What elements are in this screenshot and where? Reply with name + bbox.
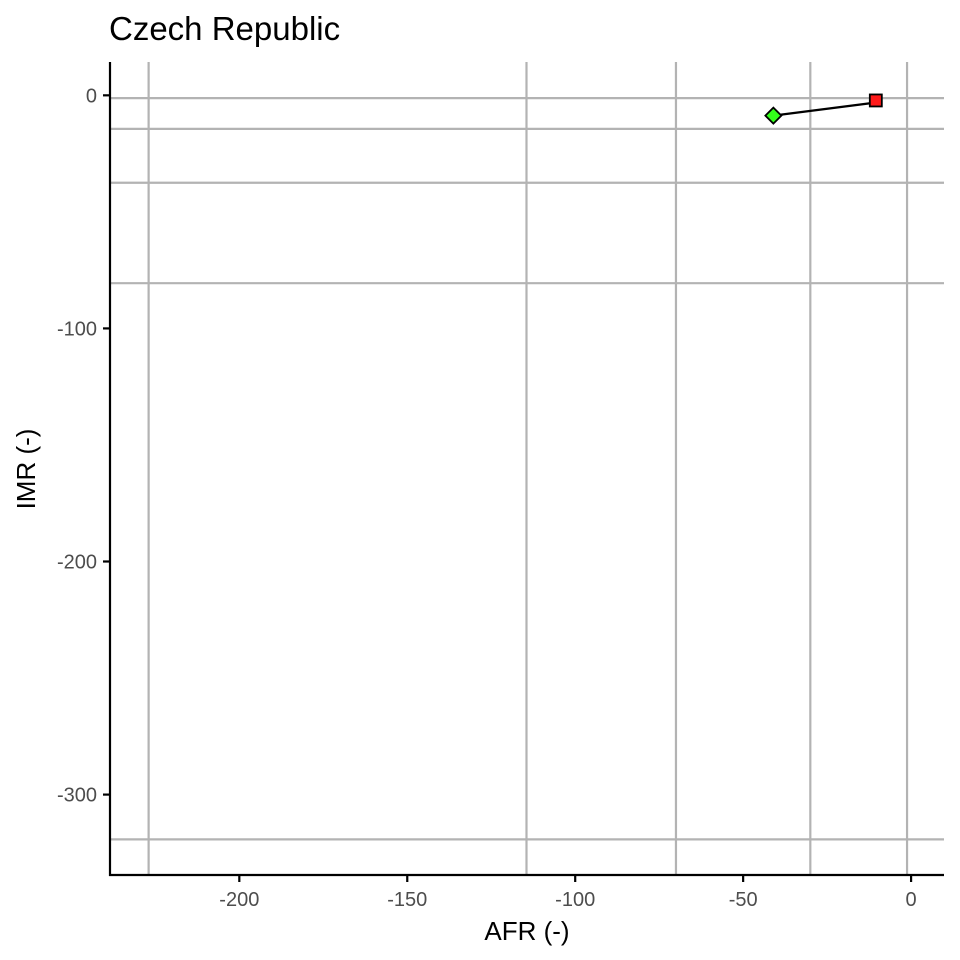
y-tick-label: -300 xyxy=(57,785,97,807)
chart-title: Czech Republic xyxy=(109,10,340,47)
x-tick-label: -150 xyxy=(387,889,427,911)
x-tick-label: 0 xyxy=(906,889,917,911)
trajectory-line xyxy=(773,99,877,117)
end-point-square xyxy=(868,93,883,108)
reference-lines xyxy=(110,62,944,875)
start-point-diamond xyxy=(764,106,783,125)
y-tick-label: -200 xyxy=(57,552,97,574)
x-tick-label: -50 xyxy=(729,889,758,911)
data-series xyxy=(764,93,883,125)
y-tick-label: -100 xyxy=(57,318,97,340)
y-tick-label: 0 xyxy=(86,85,97,107)
axis-ticks: -200 -150 -100 -50 0 0 -100 -200 -300 xyxy=(57,85,917,911)
x-axis-title: AFR (-) xyxy=(484,916,569,946)
y-axis-title: IMR (-) xyxy=(11,429,41,510)
x-tick-label: -200 xyxy=(219,889,259,911)
x-tick-label: -100 xyxy=(555,889,595,911)
